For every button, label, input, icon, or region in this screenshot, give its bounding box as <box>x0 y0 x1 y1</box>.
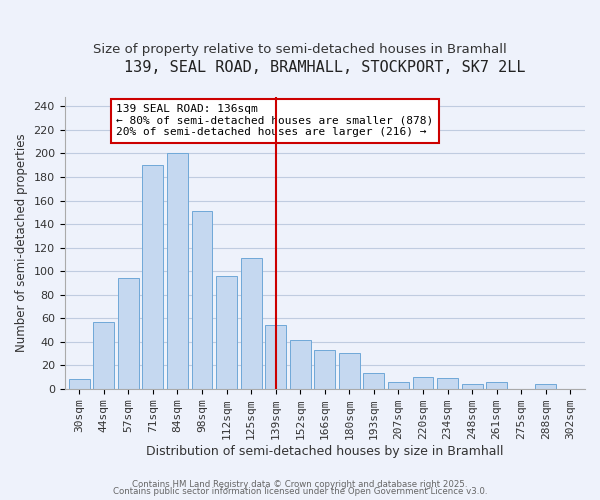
Bar <box>69 380 89 388</box>
Bar <box>265 325 286 388</box>
Y-axis label: Number of semi-detached properties: Number of semi-detached properties <box>15 134 28 352</box>
Bar <box>142 165 163 388</box>
Bar <box>461 384 482 388</box>
X-axis label: Distribution of semi-detached houses by size in Bramhall: Distribution of semi-detached houses by … <box>146 444 503 458</box>
Bar <box>191 211 212 388</box>
Bar <box>339 354 360 388</box>
Text: Contains public sector information licensed under the Open Government Licence v3: Contains public sector information licen… <box>113 487 487 496</box>
Bar <box>241 258 262 388</box>
Bar <box>364 374 384 388</box>
Bar <box>290 340 311 388</box>
Bar <box>388 382 409 388</box>
Bar <box>486 382 507 388</box>
Bar <box>118 278 139 388</box>
Text: Size of property relative to semi-detached houses in Bramhall: Size of property relative to semi-detach… <box>93 42 507 56</box>
Bar <box>167 154 188 388</box>
Bar <box>437 378 458 388</box>
Bar <box>535 384 556 388</box>
Bar <box>413 377 433 388</box>
Bar <box>314 350 335 389</box>
Text: 139 SEAL ROAD: 136sqm
← 80% of semi-detached houses are smaller (878)
20% of sem: 139 SEAL ROAD: 136sqm ← 80% of semi-deta… <box>116 104 433 138</box>
Bar <box>216 276 237 388</box>
Text: Contains HM Land Registry data © Crown copyright and database right 2025.: Contains HM Land Registry data © Crown c… <box>132 480 468 489</box>
Title: 139, SEAL ROAD, BRAMHALL, STOCKPORT, SK7 2LL: 139, SEAL ROAD, BRAMHALL, STOCKPORT, SK7… <box>124 60 526 75</box>
Bar <box>94 322 114 388</box>
